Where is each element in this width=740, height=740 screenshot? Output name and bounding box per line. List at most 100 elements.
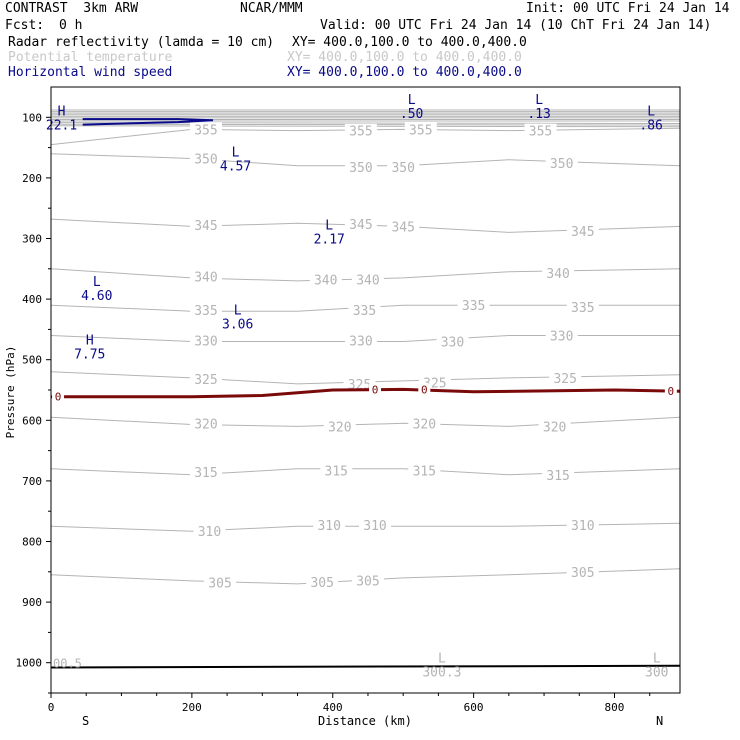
- isentrope-label: 335: [194, 304, 217, 319]
- isentrope-label-bg: [387, 219, 420, 233]
- isentrope-label: 320: [328, 420, 351, 435]
- isentrope-label: 315: [325, 465, 348, 480]
- isentrope-340: [50, 268, 681, 282]
- zero-contour-line: [51, 387, 681, 399]
- field-theta-name: Potential temperature: [8, 50, 173, 65]
- isentrope-label: 310: [571, 519, 594, 534]
- x-tick-label: 0: [48, 701, 55, 714]
- isentrope-label: 310: [363, 519, 386, 534]
- field-reflectivity-xy: XY= 400.0,100.0 to 400.0,400.0: [292, 35, 527, 50]
- isentrope-label: 320: [543, 420, 566, 435]
- isentrope-label: 320: [413, 417, 436, 432]
- isentrope-label-bg: [313, 518, 346, 532]
- ground-surface: [50, 664, 681, 669]
- y-tick-label: 500: [22, 354, 42, 367]
- field-wind-name: Horizontal wind speed: [8, 65, 173, 80]
- isentrope-label-bg: [404, 122, 437, 136]
- isentrope-label: 305: [571, 566, 594, 581]
- isentrope-label: 345: [349, 218, 372, 233]
- isentrope-label: 330: [194, 334, 217, 349]
- isentrope-label-bg: [204, 575, 237, 589]
- zero-label-bg: [418, 383, 431, 395]
- x-tick-label: 400: [323, 701, 343, 714]
- extrema-labels: H22.1L.50L.13 L.86L4.57L2.17L4.60L3.06H7.…: [46, 93, 669, 681]
- extremum-kind: L: [535, 93, 543, 108]
- wind-contour-line: [82, 118, 214, 126]
- isentrope-label-bg: [566, 518, 599, 532]
- isentrope-label: 335: [353, 304, 376, 319]
- isentrope-label-bg: [344, 216, 377, 230]
- isentrope-label: 315: [194, 466, 217, 481]
- y-tick-label: 300: [22, 233, 42, 246]
- extremum-kind: L: [232, 146, 240, 161]
- isentrope-label: 315: [546, 469, 569, 484]
- isentrope-label-bg: [387, 159, 420, 173]
- isentrope-label: 350: [194, 153, 217, 168]
- y-tick-label: 400: [22, 293, 42, 306]
- isentrope-label: 340: [314, 274, 337, 289]
- isentrope-label: 305: [310, 576, 333, 591]
- isentrope-label-bg: [351, 573, 384, 587]
- extremum-kind: L: [647, 104, 655, 119]
- isentrope-label: 335: [571, 301, 594, 316]
- extremum-value: 4.57: [220, 160, 251, 175]
- organization: NCAR/MMM: [240, 1, 303, 16]
- isentrope-label-bg: [408, 416, 441, 430]
- extremum-kind: L: [93, 275, 101, 290]
- direction-left-label: S: [82, 714, 89, 728]
- isentrope-label-bg: [189, 303, 222, 317]
- isentrope-label-bg: [545, 328, 578, 342]
- isentrope-label: 355: [529, 125, 552, 140]
- fcst-label: Fcst:: [5, 18, 45, 33]
- zero-contour-label: 0: [668, 385, 675, 398]
- extremum-value: 4.60: [81, 289, 112, 304]
- isentrope-label: 305: [208, 577, 231, 592]
- isentrope-label: 340: [546, 267, 569, 282]
- extremum-kind: H: [86, 334, 94, 349]
- extremum-kind: L: [408, 93, 416, 108]
- isentrope-label: 320: [194, 417, 217, 432]
- y-axis-label: Pressure (hPa): [4, 346, 17, 439]
- isentrope-label-bg: [323, 419, 356, 433]
- extremum-value: 22.1: [46, 118, 77, 133]
- isentrope-label-bg: [538, 419, 571, 433]
- isentrope-label: 355: [349, 125, 372, 140]
- model-name: CONTRAST 3km ARW: [5, 1, 139, 16]
- isentrope-label: 350: [349, 161, 372, 176]
- y-tick-label: 700: [22, 475, 42, 488]
- extremum-kind: L: [234, 303, 242, 318]
- y-tick-label: 800: [22, 536, 42, 549]
- isentrope-label-bg: [189, 269, 222, 283]
- isentrope-label-bg: [566, 224, 599, 238]
- corner-label: 00.5: [53, 657, 82, 671]
- isentrope-label: 350: [391, 161, 414, 176]
- x-tick-label: 800: [605, 701, 625, 714]
- isentrope-label-bg: [343, 376, 376, 390]
- isentrope-305: [50, 568, 681, 585]
- extremum-kind: L: [653, 652, 661, 667]
- valid-time: Valid: 00 UTC Fri 24 Jan 14 (10 ChT Fri …: [320, 18, 712, 33]
- isentrope-320: [50, 416, 681, 427]
- zero-contour: 0 0 0 0: [51, 383, 681, 404]
- zero-label-bg: [52, 390, 65, 402]
- isentrope-label-bg: [189, 464, 222, 478]
- field-theta-xy: XY= 400.0,100.0 to 400.0,400.0: [287, 50, 522, 65]
- isentrope-label: 340: [356, 274, 379, 289]
- isentrope-label: 340: [194, 271, 217, 286]
- isentrope-label-bg: [408, 463, 441, 477]
- extremum-value: .13: [527, 107, 550, 122]
- isentrope-label-bg: [545, 155, 578, 169]
- isentrope-label: 310: [198, 525, 221, 540]
- x-axis: 0 200 400 600 800: [48, 693, 651, 714]
- field-reflectivity-name: Radar reflectivity (lamda = 10 cm): [8, 35, 275, 50]
- isentrope-315: [50, 468, 681, 476]
- direction-right-label: N: [656, 714, 663, 728]
- isentrope-label: 310: [317, 519, 340, 534]
- isentrope-label-bg: [359, 518, 392, 532]
- isentrope-label: 355: [194, 123, 217, 138]
- extremum-kind: H: [58, 104, 66, 119]
- zero-label-bg: [664, 385, 677, 397]
- isentrope-label-bg: [193, 524, 226, 538]
- y-axis: 100 200 300 400 500 600 700 800 900 1000: [16, 111, 51, 694]
